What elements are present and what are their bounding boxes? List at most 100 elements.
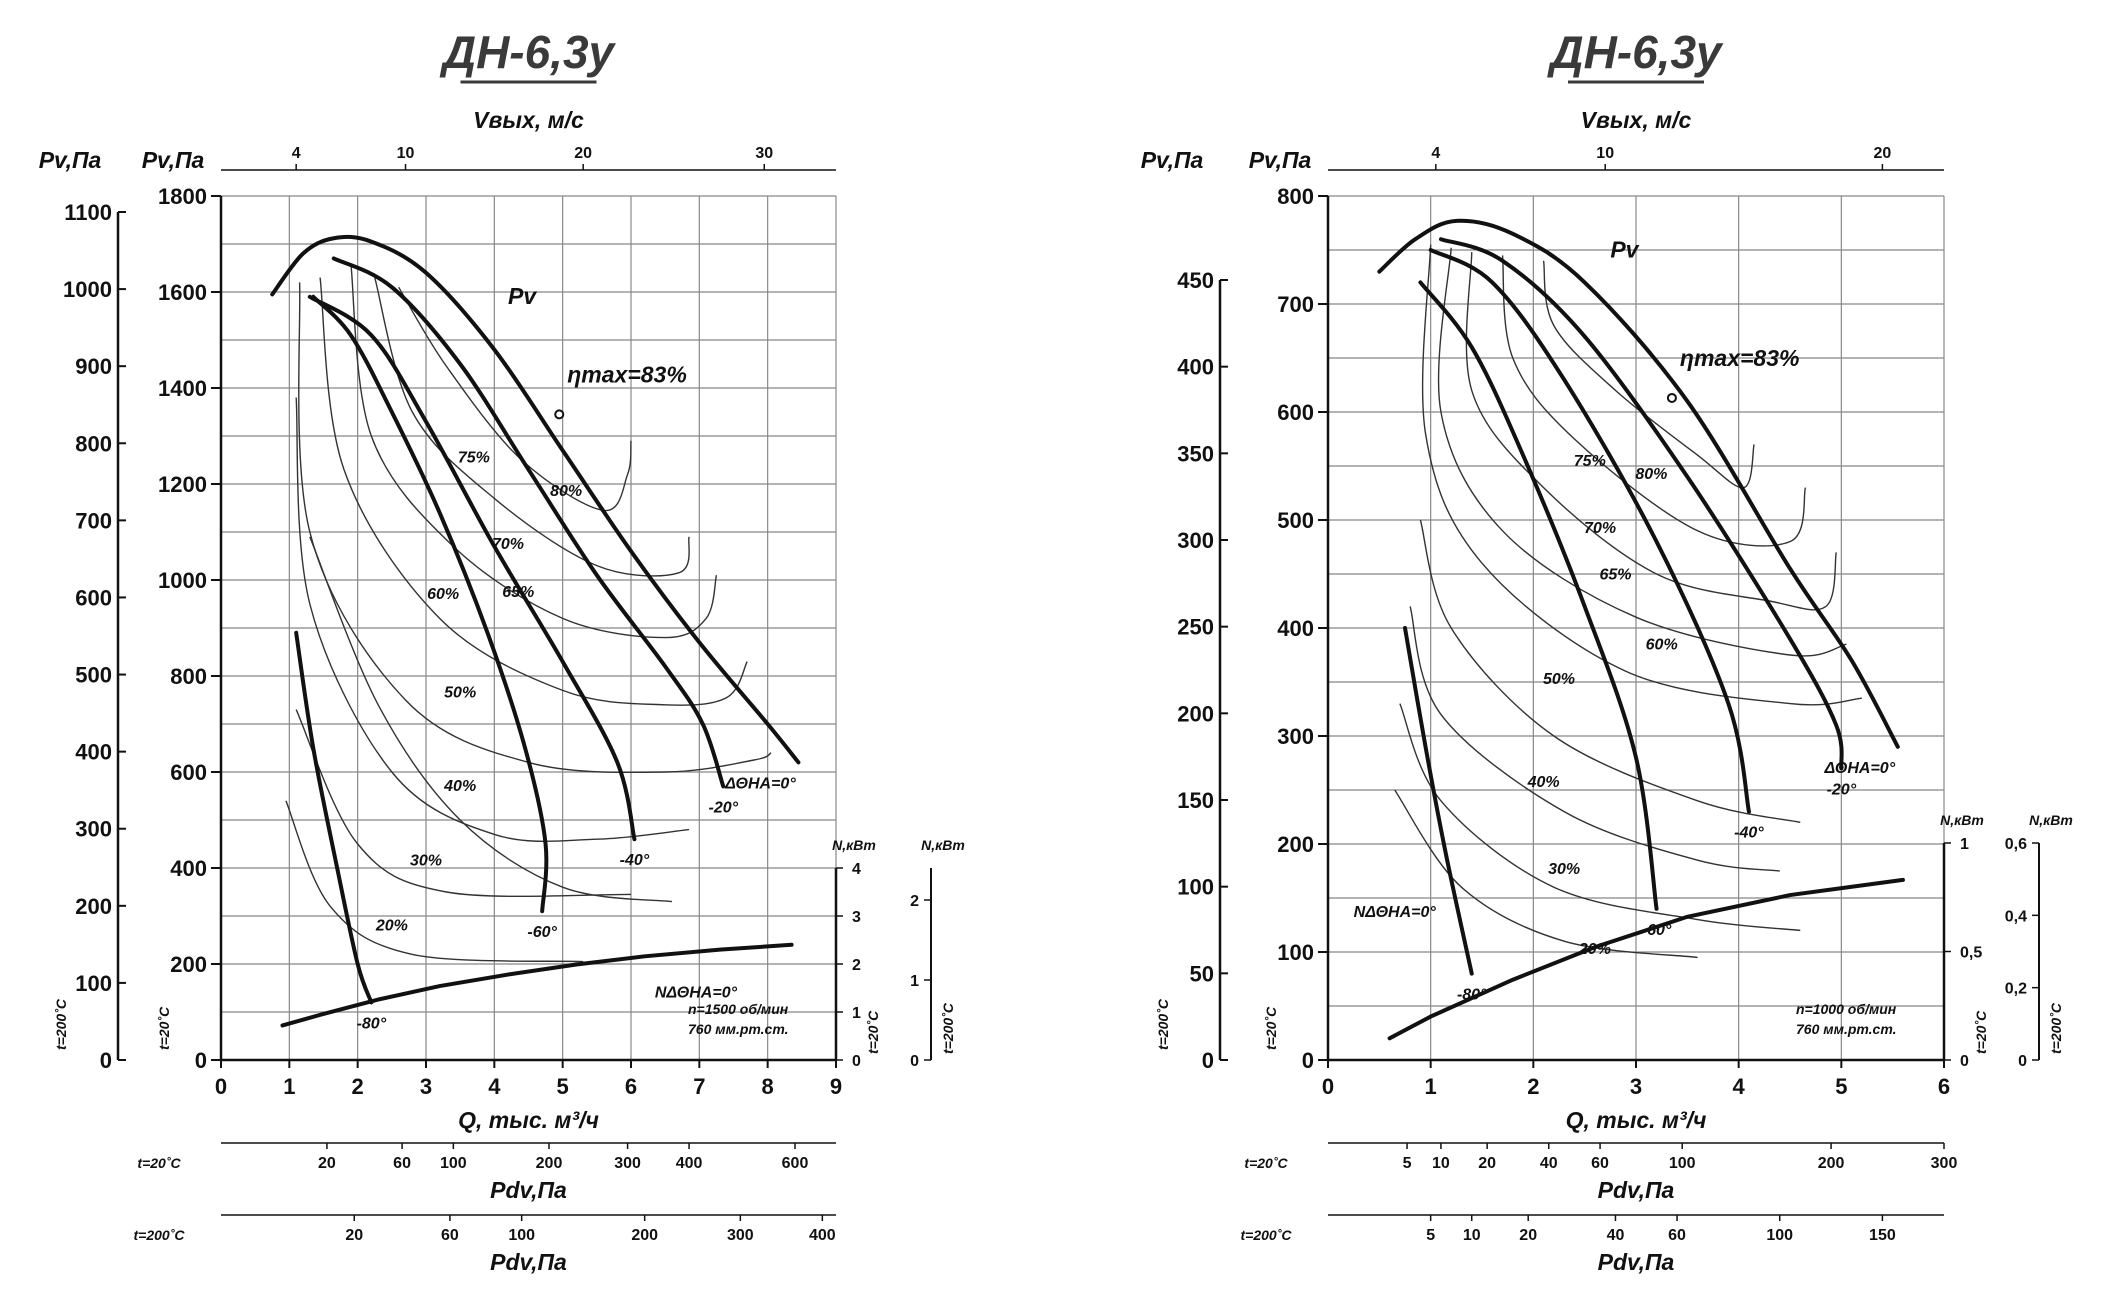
series-label: -80° bbox=[357, 1015, 387, 1032]
power-axis-temp: t=20˚С bbox=[1973, 1010, 1989, 1054]
efficiency-curve bbox=[309, 536, 673, 903]
series-curve bbox=[1438, 237, 1844, 771]
power2-tick-label: 0,4 bbox=[2005, 908, 2027, 925]
pdv200-axis-label: Pdv,Па bbox=[1598, 1249, 1675, 1275]
pressure-note: 760 мм.рт.ст. bbox=[688, 1021, 789, 1037]
pv-curve-label: Pv bbox=[508, 283, 537, 309]
x-tick-label: 0 bbox=[215, 1074, 227, 1099]
x-tick-label: 6 bbox=[625, 1074, 637, 1099]
y-axis-label: Pv,Па bbox=[142, 147, 205, 173]
pdv200-axis-temp: t=200˚С bbox=[134, 1227, 186, 1243]
y-tick-label: 400 bbox=[1277, 616, 1314, 641]
efficiency-curve bbox=[1501, 255, 1807, 547]
power2-tick-label: 0,2 bbox=[2005, 981, 2027, 998]
efficiency-label: 70% bbox=[492, 536, 524, 553]
pdv200-tick-label: 20 bbox=[345, 1227, 363, 1244]
efficiency-curve bbox=[1421, 244, 1862, 706]
efficiency-label: 50% bbox=[444, 685, 476, 702]
y-tick-label: 200 bbox=[1277, 832, 1314, 857]
power-curve-label: NΔΘНА=0° bbox=[655, 985, 738, 1002]
efficiency-label: 75% bbox=[1574, 453, 1606, 470]
y-tick-label: 600 bbox=[170, 760, 207, 785]
left-axis-tick-label: 900 bbox=[75, 354, 112, 379]
left-axis-tick-label: 700 bbox=[75, 508, 112, 533]
left-axis-label: Pv,Па bbox=[1141, 147, 1204, 173]
left-axis-tick-label: 200 bbox=[1177, 701, 1214, 726]
power-axis-temp: t=20˚С bbox=[865, 1010, 881, 1054]
y-tick-label: 1800 bbox=[158, 184, 207, 209]
pdv20-tick-label: 60 bbox=[393, 1155, 411, 1172]
pdv20-tick-label: 300 bbox=[1931, 1155, 1958, 1172]
pdv20-tick-label: 600 bbox=[782, 1155, 809, 1172]
series-label: ΔΘНА=0° bbox=[724, 775, 796, 792]
y-axis-temp: t=20˚С bbox=[1263, 1006, 1279, 1050]
efficiency-curve bbox=[374, 277, 690, 577]
top-axis-tick-label: 30 bbox=[755, 145, 773, 162]
y-axis-label: Pv,Па bbox=[1249, 147, 1312, 173]
power-tick-label: 1 bbox=[1960, 836, 1969, 853]
chart-left: ДН-6,3у020040060080010001200140016001800… bbox=[39, 26, 965, 1275]
efficiency-curve bbox=[295, 397, 690, 842]
efficiency-curve bbox=[298, 282, 772, 774]
power-axis-label: N,кВт bbox=[832, 837, 876, 853]
left-axis-temp: t=200˚С bbox=[1155, 998, 1171, 1050]
power2-tick-label: 1 bbox=[910, 973, 919, 990]
left-axis-tick-label: 0 bbox=[100, 1048, 112, 1073]
y-tick-label: 800 bbox=[1277, 184, 1314, 209]
pdv200-tick-label: 60 bbox=[441, 1227, 459, 1244]
series-label: -40° bbox=[1734, 825, 1764, 842]
pdv20-tick-label: 300 bbox=[614, 1155, 641, 1172]
y-tick-label: 200 bbox=[170, 952, 207, 977]
left-axis-tick-label: 1000 bbox=[63, 277, 112, 302]
x-tick-label: 9 bbox=[830, 1074, 842, 1099]
left-axis-tick-label: 600 bbox=[75, 585, 112, 610]
pdv20-tick-label: 60 bbox=[1591, 1155, 1609, 1172]
power-tick-label: 0 bbox=[852, 1053, 861, 1070]
efficiency-label: 75% bbox=[458, 449, 490, 466]
top-axis-label: Vвых, м/с bbox=[1581, 107, 1692, 133]
left-axis-tick-label: 100 bbox=[1177, 875, 1214, 900]
series-label: -40° bbox=[620, 852, 650, 869]
pdv20-axis-temp: t=20˚С bbox=[1244, 1155, 1288, 1171]
x-tick-label: 0 bbox=[1322, 1074, 1334, 1099]
efficiency-curve bbox=[1419, 519, 1801, 824]
efficiency-label: 65% bbox=[502, 584, 534, 601]
power-tick-label: 1 bbox=[852, 1005, 861, 1022]
pdv20-tick-label: 400 bbox=[676, 1155, 703, 1172]
left-axis-tick-label: 150 bbox=[1177, 788, 1214, 813]
efficiency-curve bbox=[1399, 703, 1801, 932]
speed-note: n=1500 об/мин bbox=[688, 1001, 789, 1017]
power-tick-label: 0 bbox=[1960, 1053, 1969, 1070]
power2-tick-label: 0,6 bbox=[2005, 836, 2027, 853]
power2-tick-label: 2 bbox=[910, 893, 919, 910]
top-axis-label: Vвых, м/с bbox=[473, 107, 584, 133]
series-curve bbox=[1428, 248, 1751, 814]
pdv20-tick-label: 20 bbox=[1478, 1155, 1496, 1172]
pdv200-axis-label: Pdv,Па bbox=[490, 1249, 567, 1275]
left-axis-tick-label: 1100 bbox=[64, 200, 112, 225]
pdv20-tick-label: 100 bbox=[1669, 1155, 1696, 1172]
pdv20-tick-label: 200 bbox=[536, 1155, 563, 1172]
efficiency-curve bbox=[1394, 789, 1698, 959]
eta-max-point bbox=[1666, 392, 1677, 403]
y-tick-label: 700 bbox=[1277, 292, 1314, 317]
x-tick-label: 7 bbox=[693, 1074, 705, 1099]
series-curve bbox=[294, 630, 374, 1005]
pdv20-tick-label: 200 bbox=[1818, 1155, 1845, 1172]
speed-note: n=1000 об/мин bbox=[1796, 1001, 1897, 1017]
power-curve-label: NΔΘНА=0° bbox=[1354, 904, 1437, 921]
power-tick-label: 0,5 bbox=[1960, 945, 1982, 962]
efficiency-curve bbox=[295, 709, 632, 898]
pdv200-tick-label: 200 bbox=[631, 1227, 658, 1244]
x-tick-label: 2 bbox=[1527, 1074, 1539, 1099]
x-tick-label: 5 bbox=[557, 1074, 569, 1099]
power-axis-label: N,кВт bbox=[1940, 812, 1984, 828]
efficiency-label: 20% bbox=[1578, 941, 1611, 958]
y-tick-label: 0 bbox=[1302, 1048, 1314, 1073]
pdv200-tick-label: 40 bbox=[1607, 1227, 1625, 1244]
efficiency-label: 80% bbox=[550, 483, 582, 500]
efficiency-curve bbox=[1409, 606, 1780, 872]
power-axis2-label: N,кВт bbox=[2029, 812, 2073, 828]
x-tick-label: 3 bbox=[420, 1074, 432, 1099]
